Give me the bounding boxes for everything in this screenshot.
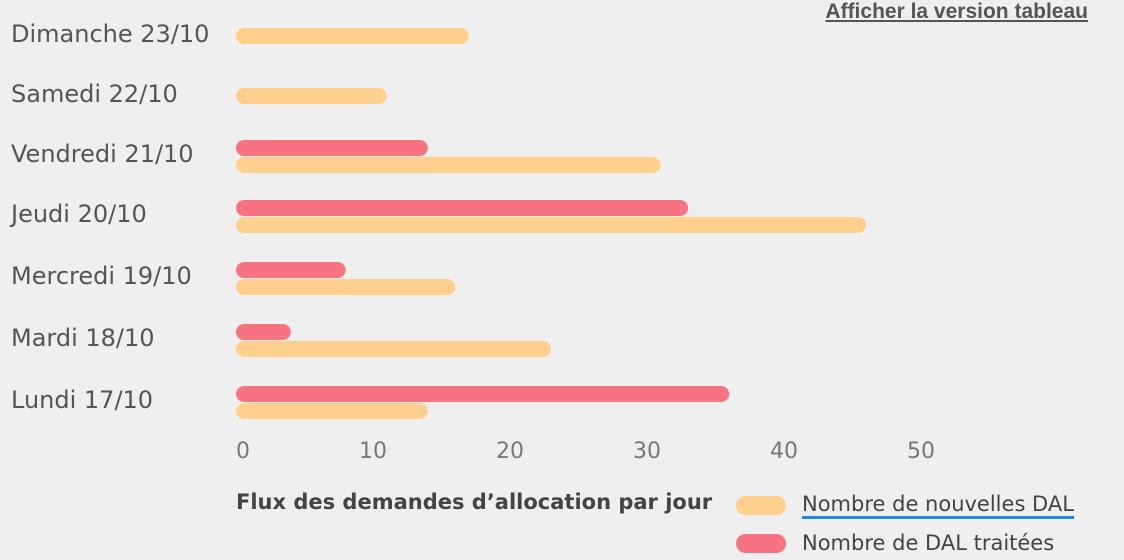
bar-new-dal[interactable] <box>236 88 387 104</box>
legend-swatch-processed-dal <box>736 533 786 553</box>
category-label: Jeudi 20/10 <box>9 200 147 228</box>
bar-processed-dal[interactable] <box>236 140 428 156</box>
legend-item-new-dal[interactable]: Nombre de nouvelles DAL <box>736 490 1074 520</box>
bar-new-dal[interactable] <box>236 279 456 295</box>
x-tick-label: 40 <box>770 439 798 464</box>
bar-new-dal[interactable] <box>236 403 428 419</box>
bar-new-dal[interactable] <box>236 157 661 173</box>
bars <box>236 28 867 419</box>
legend-swatch-new-dal <box>736 495 786 515</box>
category-label: Mercredi 19/10 <box>11 262 192 290</box>
x-tick-label: 50 <box>907 439 935 464</box>
bar-processed-dal[interactable] <box>236 386 730 402</box>
bar-processed-dal[interactable] <box>236 324 291 340</box>
category-label: Mardi 18/10 <box>11 324 155 352</box>
bar-chart: Dimanche 23/10 Samedi 22/10 Vendredi 21/10… <box>9 20 935 464</box>
category-label: Samedi 22/10 <box>11 80 178 108</box>
legend-label-new-dal: Nombre de nouvelles DAL <box>802 492 1074 519</box>
x-tick-label: 20 <box>496 439 524 464</box>
x-axis-ticks: 0 10 20 30 40 50 <box>236 439 935 464</box>
bar-new-dal[interactable] <box>236 217 867 233</box>
bar-processed-dal[interactable] <box>236 200 689 216</box>
bar-processed-dal[interactable] <box>236 262 346 278</box>
bar-new-dal[interactable] <box>236 28 469 44</box>
legend-item-processed-dal[interactable]: Nombre de DAL traitées <box>736 528 1054 558</box>
bar-new-dal[interactable] <box>236 341 552 357</box>
legend-label-processed-dal: Nombre de DAL traitées <box>802 531 1055 555</box>
category-label: Dimanche 23/10 <box>11 20 209 48</box>
x-tick-label: 0 <box>236 439 250 464</box>
category-label: Lundi 17/10 <box>11 386 153 414</box>
chart-title: Flux des demandes d’allocation par jour <box>236 490 713 514</box>
x-tick-label: 30 <box>633 439 661 464</box>
x-tick-label: 10 <box>359 439 387 464</box>
category-label: Vendredi 21/10 <box>11 140 194 168</box>
category-labels: Dimanche 23/10 Samedi 22/10 Vendredi 21/10… <box>9 20 209 414</box>
table-view-link[interactable]: Afficher la version tableau <box>825 0 1088 23</box>
